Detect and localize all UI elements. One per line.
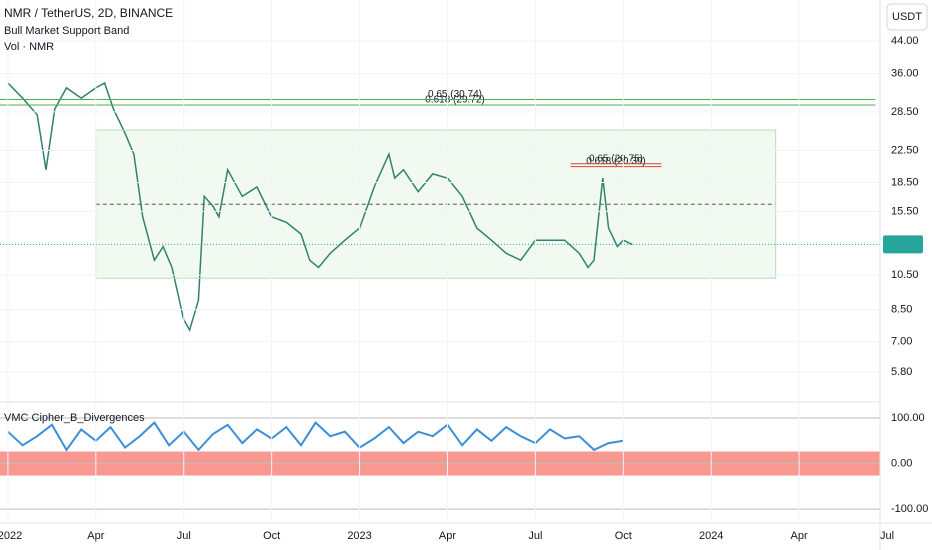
range-box <box>95 129 777 279</box>
y-tick-label: 7.00 <box>891 335 912 347</box>
x-tick-label: 2022 <box>0 530 22 542</box>
wave-line <box>7 421 624 452</box>
y-tick-label: -100.00 <box>891 503 928 515</box>
x-tick-label: Jul <box>177 530 191 542</box>
y-tick-label: 10.50 <box>891 269 919 281</box>
y-tick-label: 36.00 <box>891 68 919 80</box>
x-tick-label: Apr <box>87 530 104 542</box>
fib-label: 0.65 (20.75) <box>589 153 643 164</box>
x-tick-label: Jul <box>880 530 894 542</box>
last-price-tag <box>883 235 923 254</box>
currency-label[interactable]: USDT <box>892 11 922 23</box>
x-tick-label: Apr <box>791 530 808 542</box>
y-tick-label: 44.00 <box>891 35 919 47</box>
y-tick-label: 28.50 <box>891 106 919 118</box>
x-tick-label: Apr <box>439 530 456 542</box>
price-line <box>7 81 633 333</box>
symbol-title: NMR / TetherUS, 2D, BINANCE <box>4 6 173 20</box>
fib-label: 0.618 (20.39) <box>586 156 646 167</box>
y-tick-label: 22.50 <box>891 144 919 156</box>
fib-label: 0.65 (30.74) <box>428 89 482 100</box>
y-tick-label: 8.50 <box>891 304 912 316</box>
x-tick-label: Jul <box>528 530 542 542</box>
x-tick-label: Oct <box>615 530 632 542</box>
indicator-name: Vol · NMR <box>4 41 54 53</box>
y-tick-label: 18.50 <box>891 176 919 188</box>
currency-button[interactable] <box>886 3 928 31</box>
x-tick-label: 2023 <box>347 530 371 542</box>
y-tick-label: 0.00 <box>891 457 912 469</box>
oscillator-title: VMC Cipher_B_Divergences <box>4 412 145 424</box>
y-tick-label: 100.00 <box>891 412 925 424</box>
x-tick-label: 2024 <box>699 530 723 542</box>
fib-label: 0.618 (29.72) <box>425 95 485 106</box>
y-tick-label: 5.80 <box>891 366 912 378</box>
indicator-name: Bull Market Support Band <box>4 25 129 37</box>
y-tick-label: 15.50 <box>891 205 919 217</box>
x-tick-label: Oct <box>263 530 280 542</box>
